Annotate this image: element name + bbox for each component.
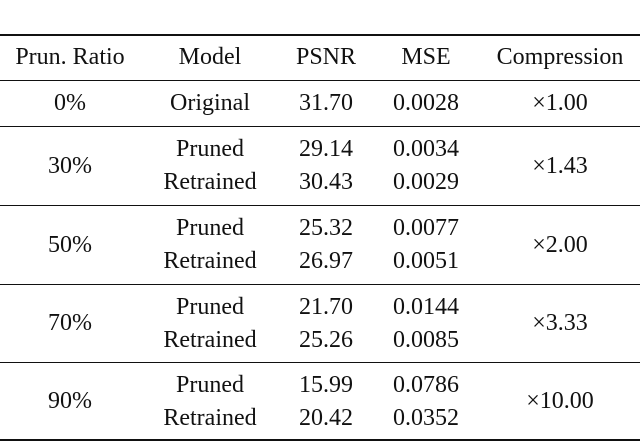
group-rule bbox=[0, 126, 640, 127]
mse: 0.0028 bbox=[393, 90, 459, 116]
bottom-rule bbox=[0, 439, 640, 441]
compression: ×2.00 bbox=[532, 231, 588, 258]
mse: 0.0786 bbox=[393, 371, 459, 398]
model: Retrained bbox=[163, 326, 257, 353]
psnr: 21.70 bbox=[299, 293, 353, 320]
mse-header: MSE bbox=[401, 44, 451, 70]
compression: ×10.00 bbox=[526, 388, 594, 414]
top-rule bbox=[0, 34, 640, 36]
mse: 0.0051 bbox=[393, 248, 459, 274]
ratio-header: Prun. Ratio bbox=[15, 44, 125, 70]
model: Pruned bbox=[176, 293, 244, 320]
psnr: 15.99 bbox=[299, 371, 353, 398]
psnr: 20.42 bbox=[299, 404, 353, 431]
psnr: 29.14 bbox=[299, 136, 353, 162]
pruning-ratio: 70% bbox=[48, 310, 92, 336]
mse: 0.0029 bbox=[393, 169, 459, 195]
model-header: Model bbox=[178, 44, 242, 70]
mse: 0.0085 bbox=[393, 326, 459, 353]
psnr: 30.43 bbox=[299, 169, 353, 195]
model: Pruned bbox=[176, 215, 244, 241]
psnr-header: PSNR bbox=[295, 44, 357, 70]
group-rule bbox=[0, 362, 640, 363]
model: Pruned bbox=[176, 371, 244, 398]
header-rule bbox=[0, 80, 640, 81]
mse: 0.0144 bbox=[393, 293, 459, 320]
group-rule bbox=[0, 205, 640, 206]
group-rule bbox=[0, 284, 640, 285]
psnr: 25.32 bbox=[299, 215, 353, 241]
pruning-ratio: 50% bbox=[48, 231, 92, 258]
pruning-ratio: 90% bbox=[48, 388, 92, 414]
model: Pruned bbox=[176, 136, 244, 162]
model: Original bbox=[170, 90, 250, 116]
mse: 0.0077 bbox=[393, 215, 459, 241]
pruning-ratio: 30% bbox=[48, 152, 92, 179]
model: Retrained bbox=[163, 169, 257, 195]
compression-header: Compression bbox=[496, 44, 624, 70]
compression: ×3.33 bbox=[532, 310, 588, 336]
psnr: 26.97 bbox=[299, 248, 353, 274]
pruning-ratio: 0% bbox=[54, 90, 86, 116]
psnr: 25.26 bbox=[299, 326, 353, 353]
model: Retrained bbox=[163, 248, 257, 274]
mse: 0.0034 bbox=[393, 136, 459, 162]
psnr: 31.70 bbox=[299, 90, 353, 116]
mse: 0.0352 bbox=[393, 404, 459, 431]
compression: ×1.00 bbox=[532, 90, 588, 116]
model: Retrained bbox=[163, 404, 257, 431]
compression: ×1.43 bbox=[532, 152, 588, 179]
